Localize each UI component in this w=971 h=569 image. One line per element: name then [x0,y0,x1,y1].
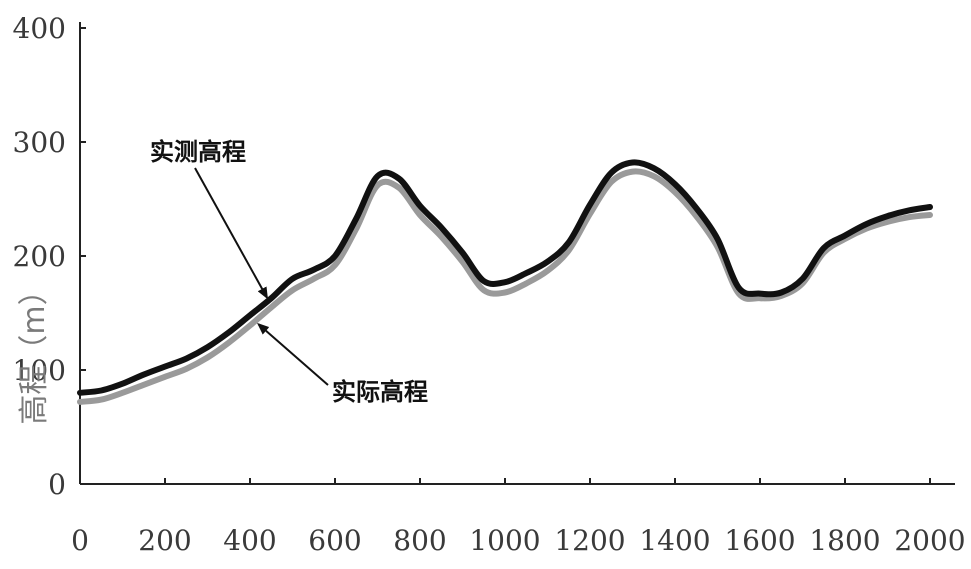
x-tick-label: 2000 [894,524,965,557]
x-tick-label: 400 [223,524,276,557]
annotation-arrow-actual [256,322,329,386]
x-tick-label: 1600 [724,524,795,557]
x-tick-label: 1400 [639,524,710,557]
x-tick-label: 0 [71,524,89,557]
y-tick-label: 400 [13,12,66,45]
y-tick-label: 0 [48,468,66,501]
series-line-measured [77,159,933,396]
x-tick-label: 1200 [554,524,625,557]
series-layer [77,159,933,405]
y-tick-label: 300 [13,126,66,159]
annotation-arrow-measured [194,167,268,300]
y-axis-label: 高程（m） [17,275,52,424]
annotation-label-measured: 实测高程 [150,138,246,166]
axes-layer: 0 100 200 300 400 0 200 400 600 800 1000 1200 1400 16… [13,12,966,557]
annotation-label-actual: 实际高程 [332,378,428,406]
x-tick-label: 1800 [809,524,880,557]
series-line-actual [77,168,933,405]
y-tick-label: 100 [13,354,66,387]
x-tick-label: 1000 [469,524,540,557]
x-tick-label: 800 [393,524,446,557]
x-tick-label: 600 [308,524,361,557]
x-tick-label: 200 [138,524,191,557]
y-tick-label: 200 [13,240,66,273]
